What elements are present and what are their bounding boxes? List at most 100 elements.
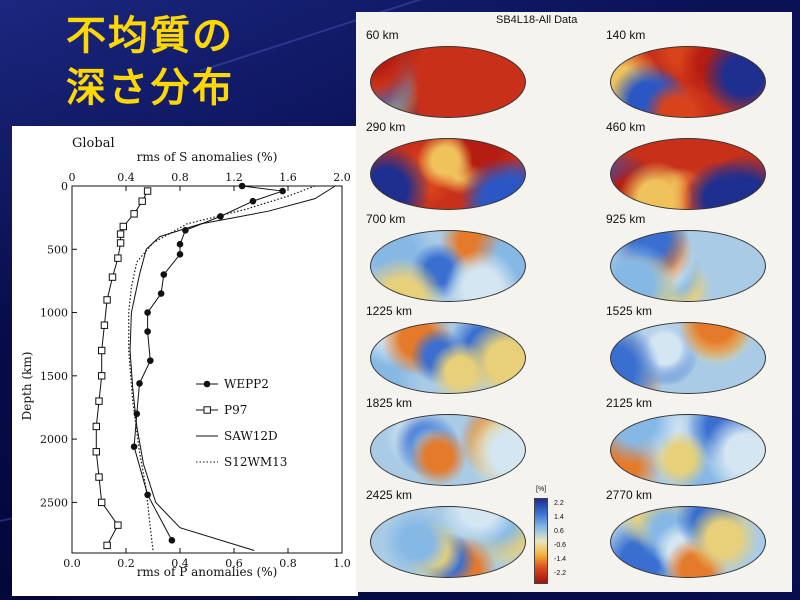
velocity-anomaly-map: [370, 230, 526, 302]
data-point-p97: [130, 210, 138, 218]
colorbar: [%] 2.2 1.4 0.6 -0.6 -1.4 -2.2: [532, 486, 592, 586]
bottom-axis-tick-label: 1.0: [333, 557, 351, 570]
legend-label-saw12d: SAW12D: [224, 429, 278, 443]
data-point-p97: [92, 448, 100, 456]
rms-depth-chart: Global rms of S anomalies (%) rms of P a…: [12, 126, 358, 596]
data-point-wepp2: [136, 380, 143, 387]
depth-label: 60 km: [366, 28, 399, 42]
depth-label: 140 km: [606, 28, 646, 42]
map-panel-title: SB4L18-All Data: [496, 14, 578, 26]
data-point-p97: [98, 346, 106, 355]
data-point-p97: [119, 222, 127, 231]
data-point-wepp2: [249, 197, 257, 205]
series-line-saw12d: [129, 185, 336, 551]
velocity-anomaly-map: [610, 46, 766, 118]
tomography-map-panel: SB4L18-All Data 60 km 140 km 290 km 460 km 7…: [356, 12, 792, 592]
depth-label: 290 km: [366, 120, 406, 134]
legend-label-wepp2: WEPP2: [224, 377, 269, 391]
y-axis-tick-label: 2000: [40, 433, 68, 446]
velocity-anomaly-map: [610, 506, 766, 578]
y-axis-tick-label: 0: [61, 180, 68, 193]
data-point-p97: [103, 296, 111, 304]
data-point-p97: [98, 498, 106, 507]
y-axis-tick-label: 500: [47, 243, 68, 256]
bottom-axis-tick-label: 0.4: [171, 557, 189, 570]
top-axis-tick-label: 0.8: [171, 171, 189, 184]
bottom-axis-tick-label: 0.8: [279, 557, 297, 570]
depth-label: 1525 km: [606, 304, 653, 318]
depth-label: 925 km: [606, 212, 646, 226]
depth-map-cell: 2125 km: [598, 396, 792, 486]
data-point-p97: [138, 197, 146, 205]
plot-frame: [71, 185, 343, 554]
depth-label: 2425 km: [366, 488, 413, 502]
top-axis-tick-label: 1.6: [279, 171, 297, 184]
depth-map-cell: 1225 km: [358, 304, 558, 394]
depth-label: 1825 km: [366, 396, 413, 410]
depth-map-cell: 460 km: [598, 120, 792, 210]
y-axis-tick-label: 1000: [40, 307, 68, 320]
velocity-anomaly-map: [610, 322, 766, 394]
data-point-p97: [103, 541, 111, 550]
data-point-p97: [95, 473, 103, 481]
legend-marker-p97: [203, 406, 211, 414]
data-point-wepp2: [160, 271, 168, 278]
depth-label: 460 km: [606, 120, 646, 134]
series-line-s12wm13: [128, 185, 316, 551]
colorbar-gradient: [534, 498, 548, 584]
bottom-axis-label: rms of P anomalies (%): [137, 565, 278, 579]
data-point-wepp2: [147, 357, 154, 364]
y-axis-label: Depth (km): [20, 352, 34, 421]
top-axis-label: rms of S anomalies (%): [137, 150, 278, 164]
legend-label-s12wm13: S12WM13: [224, 455, 287, 469]
top-axis-tick-label: 0.4: [117, 171, 135, 184]
colorbar-tick-label: 1.4: [554, 514, 564, 521]
colorbar-tick-label: -2.2: [554, 570, 567, 577]
data-point-wepp2: [176, 251, 184, 258]
data-point-wepp2: [176, 240, 184, 248]
colorbar-tick-label: 0.6: [554, 528, 564, 535]
colorbar-tick-label: -0.6: [554, 542, 567, 549]
data-point-wepp2: [144, 491, 151, 499]
rms-depth-chart-svg: Global rms of S anomalies (%) rms of P a…: [20, 136, 351, 579]
depth-map-cell: 290 km: [358, 120, 558, 210]
y-axis-tick-label: 2500: [40, 496, 68, 509]
legend-label-p97: P97: [224, 403, 247, 417]
slide-title-line-2: 深さ分布: [66, 65, 234, 111]
velocity-anomaly-map: [370, 322, 526, 394]
velocity-anomaly-map: [370, 138, 526, 210]
velocity-anomaly-map: [610, 414, 766, 486]
depth-map-cell: 140 km: [598, 28, 792, 118]
chart-panel-label: Global: [72, 136, 115, 151]
data-point-wepp2: [238, 182, 246, 190]
data-point-wepp2: [144, 309, 151, 316]
data-point-p97: [98, 372, 106, 380]
data-point-p97: [114, 254, 122, 262]
bottom-axis-tick-label: 0.6: [225, 557, 243, 570]
depth-map-cell: 2425 km: [358, 488, 558, 578]
top-axis-tick-label: 2.0: [333, 171, 351, 184]
depth-label: 700 km: [366, 212, 406, 226]
y-axis-tick-label: 1500: [40, 370, 68, 383]
data-point-p97: [92, 422, 100, 431]
velocity-anomaly-map: [370, 46, 526, 118]
data-point-wepp2: [168, 537, 176, 544]
depth-label: 2770 km: [606, 488, 653, 502]
data-point-wepp2: [279, 187, 286, 195]
data-point-p97: [116, 239, 125, 247]
data-point-wepp2: [130, 443, 138, 450]
depth-map-cell: 1525 km: [598, 304, 792, 394]
bottom-axis-tick-label: 0.0: [63, 557, 81, 570]
depth-map-cell: 2770 km: [598, 488, 792, 578]
data-point-wepp2: [144, 328, 151, 335]
depth-label: 1225 km: [366, 304, 413, 318]
depth-map-cell: 60 km: [358, 28, 558, 118]
velocity-anomaly-map: [370, 414, 526, 486]
data-point-wepp2: [217, 213, 224, 220]
legend-marker-wepp2: [203, 380, 211, 388]
depth-map-cell: 700 km: [358, 212, 558, 302]
colorbar-tick-label: 2.2: [554, 500, 564, 507]
bottom-axis-tick-label: 0.2: [117, 557, 135, 570]
data-point-p97: [100, 321, 109, 329]
velocity-anomaly-map: [610, 230, 766, 302]
